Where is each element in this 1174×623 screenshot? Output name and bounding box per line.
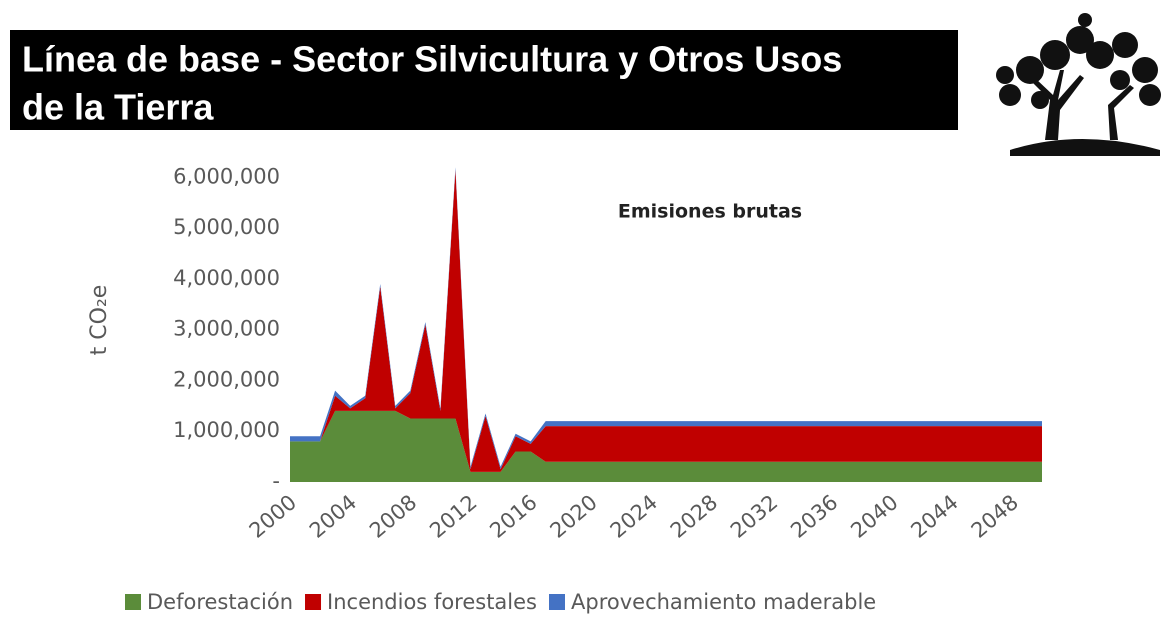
- legend-label: Aprovechamiento maderable: [571, 590, 876, 614]
- x-tick-label: 2012: [425, 490, 481, 543]
- x-tick-label: 2040: [846, 490, 902, 543]
- y-tick-label: 3,000,000: [173, 317, 280, 341]
- y-axis-title: t CO₂e: [87, 285, 112, 356]
- chart-title: Emisiones brutas: [618, 201, 802, 223]
- y-tick-label: -: [272, 469, 280, 493]
- x-tick-label: 2024: [606, 490, 662, 543]
- x-tick-label: 2020: [545, 490, 601, 543]
- legend-label: Incendios forestales: [327, 590, 537, 614]
- page: Línea de base - Sector Silvicultura y Ot…: [0, 0, 1174, 623]
- y-tick-label: 2,000,000: [173, 367, 280, 391]
- legend-label: Deforestación: [147, 590, 293, 614]
- legend: Deforestación Incendios forestales Aprovec…: [125, 590, 876, 614]
- x-tick-label: 2028: [666, 490, 722, 543]
- y-tick-label: 1,000,000: [173, 418, 280, 442]
- tree-icon: [996, 13, 1161, 156]
- x-tick-label: 2000: [245, 490, 301, 543]
- legend-swatch: [305, 594, 321, 610]
- x-tick-label: 2044: [906, 490, 962, 543]
- x-tick-label: 2048: [967, 490, 1023, 543]
- x-tick-label: 2008: [365, 490, 421, 543]
- x-tick-label: 2032: [726, 490, 782, 543]
- x-tick-label: 2004: [305, 490, 361, 543]
- x-tick-label: 2036: [786, 490, 842, 543]
- legend-swatch: [125, 594, 141, 610]
- slide-title: Línea de base - Sector Silvicultura y Ot…: [22, 39, 842, 80]
- slide-title: de la Tierra: [22, 87, 214, 128]
- y-tick-label: 6,000,000: [173, 164, 280, 188]
- x-tick-label: 2016: [485, 490, 541, 543]
- y-tick-label: 4,000,000: [173, 266, 280, 290]
- legend-swatch: [549, 594, 565, 610]
- slide: Línea de base - Sector Silvicultura y Ot…: [0, 0, 1174, 623]
- y-tick-label: 5,000,000: [173, 215, 280, 239]
